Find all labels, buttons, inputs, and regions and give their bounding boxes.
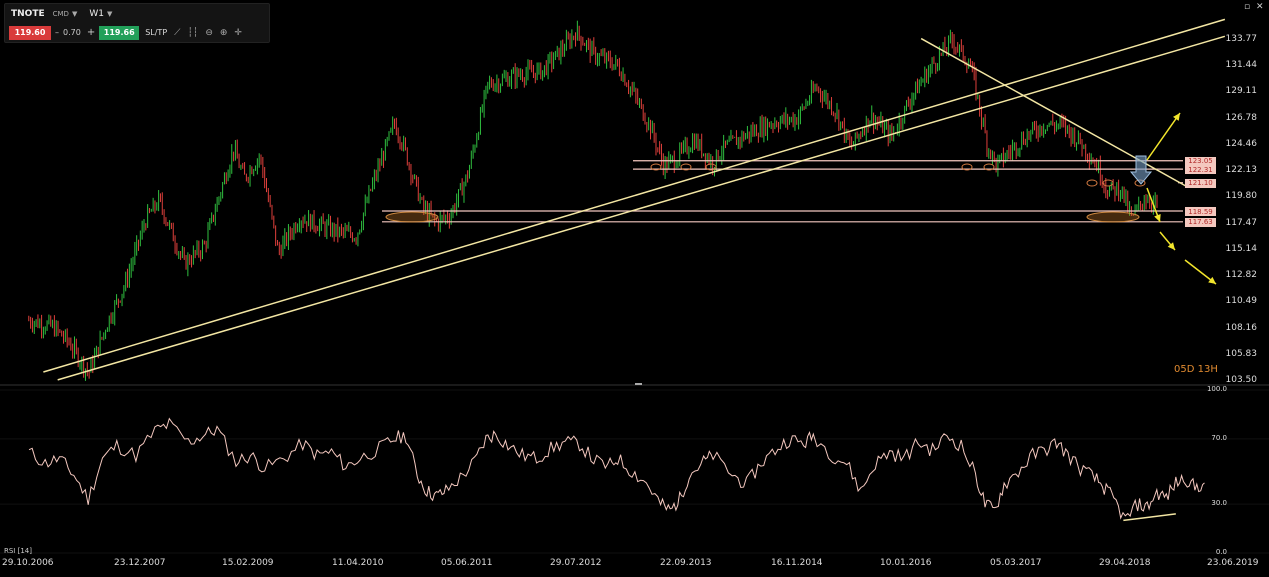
timeframe-select[interactable]: W1 [89,9,104,19]
price-box: 117.63 [1185,217,1216,227]
y-tick-label: 105.83 [1225,348,1258,359]
touch-marker [961,163,973,171]
x-tick-label: 05.03.2017 [990,558,1042,568]
touch-marker [650,163,662,171]
x-tick-label: 15.02.2009 [222,558,274,568]
x-tick-label: 16.11.2014 [771,558,823,568]
y-tick-label: 122.13 [1225,165,1258,176]
arrowhead [1154,214,1161,222]
trendline [57,35,1226,381]
rsi-support-line [1123,513,1176,522]
touch-marker [705,163,717,171]
touch-marker [680,163,692,171]
zoom-out-icon[interactable]: ⊖ [205,27,213,38]
arrowhead [1167,242,1175,250]
touch-marker [983,163,995,171]
x-tick-label: 23.12.2007 [114,558,166,568]
x-tick-label: 29.10.2006 [2,558,54,568]
support-ellipse [385,211,439,223]
y-tick-label: 117.47 [1225,217,1258,228]
chevron-down-icon[interactable]: ▼ [106,10,113,18]
y-tick-label: 129.11 [1225,86,1258,97]
y-tick-label: 124.46 [1225,138,1258,149]
x-tick-label: 05.06.2011 [441,558,493,568]
projection-arrow [1146,112,1181,161]
buy-button[interactable]: 119.66 [99,25,140,40]
y-tick-label: 126.78 [1225,112,1258,123]
symbol-label[interactable]: TNOTE [11,9,45,19]
rsi-layer [0,389,1269,554]
y-tick-label: 115.14 [1225,243,1258,254]
rsi-tick-label: 70.0 [1211,433,1227,442]
y-tick-label: 110.49 [1225,296,1258,307]
line-icon[interactable]: ⟋ [174,27,181,38]
rsi-tick-label: 30.0 [1211,499,1227,508]
sltp-button[interactable]: SL/TP [145,28,168,37]
chevron-down-icon[interactable]: ▼ [71,10,78,18]
trendline [920,37,1189,188]
x-tick-label: 10.01.2016 [880,558,932,568]
price-box: 121.10 [1185,178,1216,188]
y-tick-label: 119.80 [1225,191,1258,202]
minus-icon[interactable]: – [55,28,59,37]
touch-marker [1102,179,1114,187]
y-tick-label: 133.77 [1225,34,1258,44]
trendline [43,18,1226,373]
candles-layer [28,20,1158,381]
trade-row: 119.60 – 0.70 + 119.66 SL/TP ⟋ ┆┆ ⊖ ⊕ ✛ [9,25,242,40]
rsi-tick-label: 100.0 [1206,385,1227,393]
y-tick-label: 112.82 [1225,270,1258,280]
touch-marker [1086,179,1098,187]
down-arrow-icon [1129,155,1153,185]
price-box: 118.59 [1185,207,1216,216]
chart-style-icon[interactable]: ┆┆ [187,27,199,38]
x-tick-label: 29.07.2012 [550,558,602,568]
overlays-layer [43,18,1226,381]
rsi-title[interactable]: RSI [14] [4,547,32,555]
x-tick-label: 23.06.2019 [1207,558,1259,568]
restore-icon[interactable]: ▫ [1244,2,1251,12]
market-type-label: CMD [52,10,69,18]
price-box: 123.05 [1185,156,1216,166]
x-tick-label: 29.04.2018 [1099,558,1151,568]
arrowhead [1208,276,1216,284]
arrowhead [1173,113,1180,121]
y-tick-label: 103.50 [1225,375,1258,385]
y-tick-label: 108.16 [1225,322,1258,333]
x-tick-label: 11.04.2010 [332,558,384,568]
sell-button[interactable]: 119.60 [9,25,51,40]
spread-value: 0.70 [63,28,81,37]
zoom-in-icon[interactable]: ⊕ [219,27,228,38]
support-ellipse [1086,211,1140,223]
crosshair-icon[interactable]: ✛ [234,27,242,38]
close-icon[interactable]: ✕ [1256,2,1264,12]
price-box: 122.31 [1185,165,1216,175]
rsi-line [28,417,1205,520]
x-tick-label: 22.09.2013 [660,558,712,568]
bar-countdown: 05D 13H [1174,364,1218,375]
rsi-tick-label: 0.0 [1215,548,1227,556]
symbol-row: TNOTE CMD ▼ W1 ▼ [5,4,123,24]
y-tick-label: 131.44 [1225,60,1258,71]
plus-icon[interactable]: + [86,27,96,38]
trade-toolbar: TNOTE CMD ▼ W1 ▼ 119.60 – 0.70 + 119.66 … [4,3,270,43]
